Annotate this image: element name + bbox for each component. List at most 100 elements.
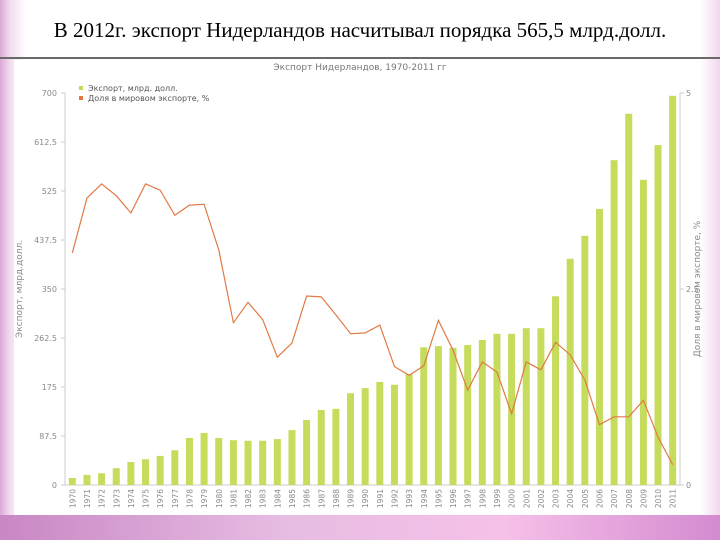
- bar: [68, 478, 76, 485]
- x-tick-label: 2000: [508, 489, 517, 508]
- x-tick-label: 1991: [376, 489, 385, 508]
- x-tick-label: 1983: [259, 489, 268, 508]
- bar: [420, 347, 428, 485]
- y-tick-label: 350: [42, 285, 57, 294]
- x-tick-label: 2007: [610, 489, 619, 508]
- bar: [566, 258, 574, 485]
- bar: [98, 473, 106, 485]
- y-axis-label: Экспорт, млрд.долл.: [15, 240, 25, 338]
- y-tick-label: 525: [42, 187, 57, 196]
- bar: [610, 160, 618, 485]
- x-tick-label: 2003: [552, 489, 561, 508]
- x-tick-label: 2004: [566, 489, 575, 508]
- x-tick-label: 2011: [669, 489, 678, 508]
- x-tick-label: 2006: [595, 489, 604, 508]
- bar: [478, 339, 486, 485]
- bar: [332, 408, 340, 485]
- bar: [273, 439, 281, 485]
- bar: [390, 384, 398, 485]
- bar: [142, 459, 150, 485]
- x-tick-label: 1986: [303, 489, 312, 508]
- x-tick-label: 1998: [478, 489, 487, 508]
- x-tick-label: 1975: [142, 489, 151, 508]
- x-tick-label: 1988: [332, 489, 341, 508]
- x-tick-label: 1970: [68, 489, 77, 508]
- y-tick-label: 612.5: [34, 138, 57, 147]
- x-tick-label: 2010: [654, 489, 663, 508]
- x-tick-label: 2001: [522, 489, 531, 508]
- legend-swatch: [79, 96, 83, 100]
- x-tick-label: 2009: [639, 489, 648, 508]
- bar: [83, 474, 91, 485]
- x-tick-label: 1973: [112, 489, 121, 508]
- bar: [508, 333, 516, 485]
- x-tick-label: 1978: [185, 489, 194, 508]
- bar: [156, 455, 164, 485]
- bar: [552, 296, 560, 485]
- legend-label: Экспорт, млрд. долл.: [88, 84, 178, 93]
- y2-axis-label: Доля в мировом экспорте, %: [693, 220, 703, 357]
- y-tick-label: 437.5: [34, 236, 57, 245]
- x-tick-label: 2005: [581, 489, 590, 508]
- bar: [317, 409, 325, 485]
- x-tick-label: 1990: [361, 489, 370, 508]
- bar: [595, 208, 603, 486]
- bar: [259, 440, 267, 485]
- x-tick-label: 2002: [537, 489, 546, 508]
- bar: [200, 432, 208, 485]
- x-tick-label: 1992: [390, 489, 399, 508]
- y2-tick-label: 2.5: [686, 285, 699, 294]
- x-tick-label: 1996: [449, 489, 458, 508]
- x-tick-label: 1993: [405, 489, 414, 508]
- bar: [288, 430, 296, 485]
- bar: [464, 345, 472, 485]
- x-tick-label: 1995: [434, 489, 443, 508]
- bar: [112, 468, 120, 485]
- bar: [185, 437, 193, 485]
- x-tick-label: 1971: [83, 489, 92, 508]
- bar: [244, 440, 252, 485]
- x-tick-label: 1981: [229, 489, 238, 508]
- bar: [361, 388, 369, 485]
- line: [71, 183, 674, 465]
- x-tick-label: 2008: [625, 489, 634, 508]
- x-tick-label: 1989: [347, 489, 356, 508]
- x-tick-label: 1994: [420, 489, 429, 508]
- y-tick-label: 175: [42, 383, 57, 392]
- bar: [581, 235, 589, 485]
- bar: [522, 328, 530, 485]
- x-tick-label: 1999: [493, 489, 502, 508]
- bar: [654, 145, 662, 485]
- x-tick-label: 1976: [156, 489, 165, 508]
- x-tick-label: 1977: [171, 489, 180, 508]
- y2-tick-label: 5: [686, 89, 691, 98]
- y-tick-label: 87.5: [39, 432, 57, 441]
- bar: [347, 393, 355, 485]
- y-tick-label: 700: [42, 89, 57, 98]
- x-tick-label: 1980: [215, 489, 224, 508]
- bar: [303, 420, 311, 485]
- y2-tick-label: 0: [686, 481, 691, 490]
- bar: [669, 95, 677, 486]
- legend-swatch: [79, 86, 83, 90]
- divider: [0, 57, 720, 59]
- bar: [434, 346, 442, 485]
- x-tick-label: 1972: [98, 489, 107, 508]
- bar: [405, 374, 413, 485]
- x-tick-label: 1979: [200, 489, 209, 508]
- x-tick-label: 1985: [288, 489, 297, 508]
- bar: [229, 440, 237, 485]
- x-tick-label: 1987: [317, 489, 326, 508]
- chart: Экспорт Нидерландов, 1970-2011 гг 0 87.5 1…: [14, 60, 703, 515]
- y-tick-label: 262.5: [34, 334, 57, 343]
- bar: [449, 347, 457, 485]
- slide-title: В 2012г. экспорт Нидерландов насчитывал …: [53, 18, 667, 42]
- x-tick-label: 1997: [464, 489, 473, 508]
- bar: [127, 462, 135, 485]
- x-tick-label: 1974: [127, 489, 136, 508]
- bar: [625, 113, 633, 485]
- y-tick-label: 0: [52, 481, 57, 490]
- x-tick-label: 1984: [273, 489, 282, 508]
- bar: [537, 328, 545, 485]
